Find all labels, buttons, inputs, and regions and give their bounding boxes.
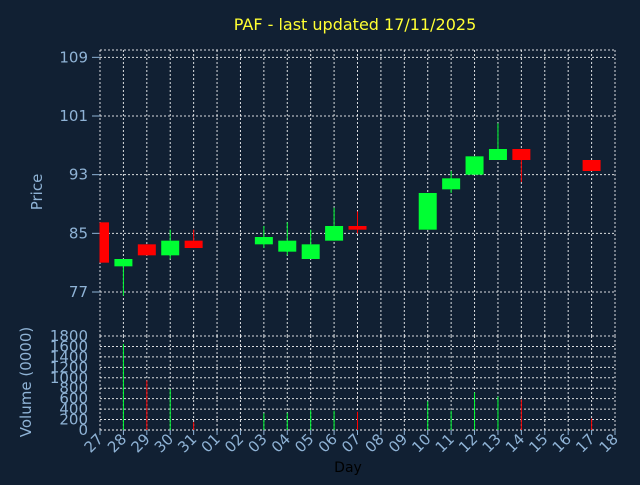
volume-axis-label: Volume (0000) [17,327,35,437]
price-tick-label: 101 [59,107,88,125]
candle-body [582,160,601,171]
x-tick-label: 05 [291,430,317,456]
candle-body [301,244,320,259]
candle [184,229,203,248]
x-axis-label: Day [334,460,362,476]
candle-body [278,240,297,252]
volume-tick-label: 0 [78,421,88,439]
candle-body [254,237,273,245]
x-tick-label: 09 [385,430,411,456]
volume-tick-label: 1400 [50,348,88,366]
volume-tick-label: 200 [59,411,88,429]
candle [99,222,109,263]
candle [512,149,531,182]
x-tick-label: 01 [198,430,224,456]
x-tick-label: 12 [455,430,481,456]
candle [161,229,180,259]
candle-body [512,149,531,160]
candle [488,123,507,160]
volume-tick-label: 600 [59,390,88,408]
price-tick-label: 109 [59,48,88,66]
volume-tick-label: 1200 [50,358,88,376]
candle-body [465,156,484,175]
candle-body [418,193,437,230]
candle-body [184,240,203,248]
x-tick-label: 14 [502,430,528,456]
x-tick-label: 28 [104,430,130,456]
x-tick-label: 18 [596,430,622,456]
price-tick-label: 93 [69,166,88,184]
candle [418,193,437,230]
price-tick-label: 77 [69,283,88,301]
chart-title: PAF - last updated 17/11/2025 [234,15,477,34]
candle-body [137,244,156,256]
x-tick-label: 02 [221,430,247,456]
x-tick-label: 31 [174,430,200,456]
candle [442,171,461,193]
volume-tick-label: 400 [59,400,88,418]
candle [114,259,133,296]
volume-tick-label: 1000 [50,369,88,387]
candle [254,226,273,248]
candle-body [488,149,507,160]
candle-body [161,240,180,256]
candle-body [100,222,109,263]
x-tick-label: 08 [362,430,388,456]
x-tick-label: 13 [479,430,505,456]
x-tick-label: 16 [549,430,575,456]
x-tick-label: 04 [268,430,294,456]
volume-bars [122,343,593,430]
candle [465,156,484,175]
candle [301,229,320,259]
x-tick-label: 03 [244,430,270,456]
x-tick-labels: 2728293031010203040506070809101112131415… [81,430,622,456]
x-tick-label: 15 [525,430,551,456]
candle [348,211,367,234]
price-gridlines [99,49,616,336]
candle-body [325,226,344,241]
x-tick-label: 17 [572,430,598,456]
candle [137,244,156,256]
price-axis-label: Price [28,174,46,211]
x-tick-label: 30 [151,430,177,456]
candle-body [348,226,367,230]
x-tick-label: 06 [315,430,341,456]
price-candles [99,123,601,296]
volume-tick-label: 800 [59,379,88,397]
candle [582,160,601,171]
x-tick-label: 29 [127,430,153,456]
volume-tick-label: 1600 [50,337,88,355]
x-tick-label: 07 [338,430,364,456]
candle-body [114,259,133,267]
price-tick-labels: 109 101 93 85 77 [59,48,100,301]
candle [325,207,344,241]
candle-body [442,178,461,190]
x-tick-label: 11 [432,430,458,456]
x-tick-label: 10 [408,430,434,456]
candle [278,222,297,256]
volume-tick-label: 1800 [50,327,88,345]
price-tick-label: 85 [69,224,88,242]
